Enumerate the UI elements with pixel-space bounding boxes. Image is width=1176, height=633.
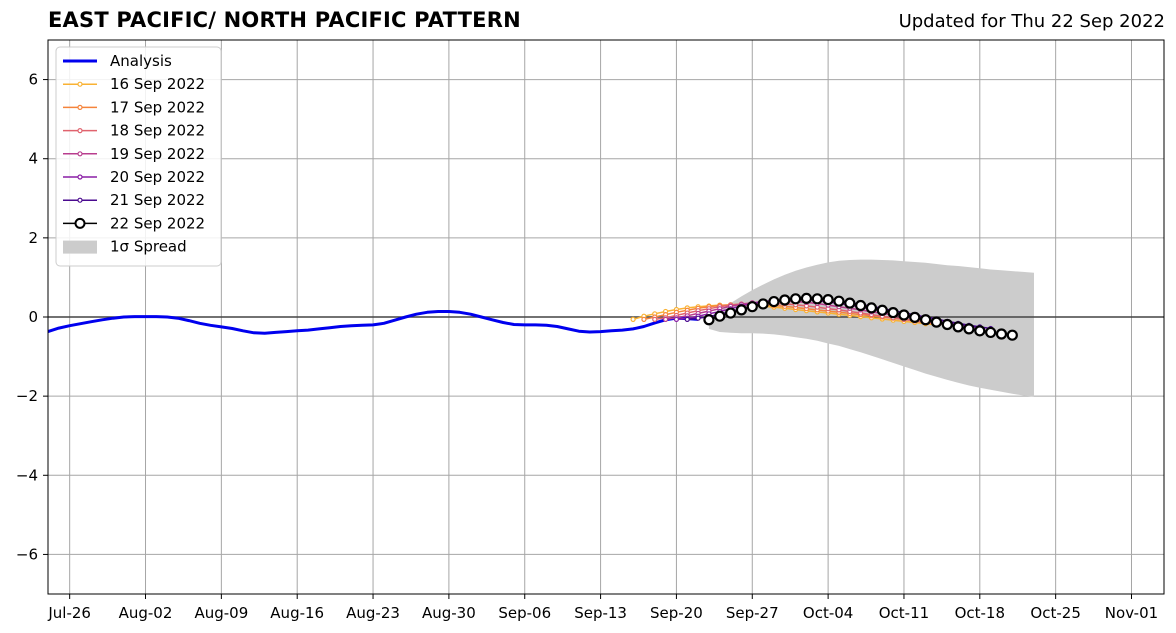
series-point bbox=[768, 295, 780, 308]
spread-band-layer bbox=[708, 259, 1034, 397]
legend-item: Analysis bbox=[63, 52, 172, 70]
legend-marker bbox=[77, 104, 83, 111]
legend-label: 19 Sep 2022 bbox=[110, 145, 205, 163]
legend-label: 18 Sep 2022 bbox=[110, 122, 205, 140]
series-point bbox=[725, 307, 737, 319]
series-layer bbox=[47, 292, 1018, 341]
legend-item: 17 Sep 2022 bbox=[63, 98, 205, 116]
updated-date: Updated for Thu 22 Sep 2022 bbox=[898, 11, 1165, 32]
series-point bbox=[844, 297, 856, 309]
x-tick-label: Sep-20 bbox=[650, 604, 703, 622]
x-tick-label: Sep-06 bbox=[498, 604, 551, 622]
y-tick-label: −4 bbox=[16, 466, 38, 484]
series-point bbox=[995, 328, 1008, 340]
series-point bbox=[909, 311, 921, 323]
series-point bbox=[822, 293, 834, 306]
series-point bbox=[630, 316, 636, 322]
series-point bbox=[779, 294, 791, 306]
y-tick-label: 6 bbox=[28, 71, 38, 89]
series-point bbox=[695, 315, 701, 321]
series-point bbox=[930, 316, 943, 328]
legend-swatch bbox=[63, 240, 97, 254]
series-point bbox=[887, 307, 899, 319]
series-point bbox=[1006, 329, 1018, 341]
series-point bbox=[800, 292, 813, 305]
legend-marker bbox=[77, 197, 83, 203]
legend-label: 16 Sep 2022 bbox=[110, 75, 205, 93]
legend-marker bbox=[77, 128, 83, 134]
chart-title: EAST PACIFIC/ NORTH PACIFIC PATTERN bbox=[48, 8, 521, 32]
series-point bbox=[963, 323, 975, 335]
series-analysis bbox=[47, 310, 699, 335]
y-tick-label: −6 bbox=[16, 545, 38, 563]
series-point bbox=[974, 325, 986, 337]
legend-item: 22 Sep 2022 bbox=[63, 214, 205, 232]
y-tick-label: −2 bbox=[16, 387, 38, 405]
series-point bbox=[662, 316, 669, 322]
legend-marker bbox=[77, 151, 83, 157]
legend-label: Analysis bbox=[110, 52, 172, 70]
legend-item: 1σ Spread bbox=[63, 238, 187, 256]
series-line bbox=[47, 310, 699, 335]
x-tick-label: Sep-27 bbox=[726, 604, 779, 622]
x-tick-label: Nov-01 bbox=[1105, 604, 1158, 622]
series-latest bbox=[703, 292, 1018, 341]
x-tick-label: Aug-16 bbox=[270, 604, 324, 622]
legend-box bbox=[55, 46, 222, 267]
legend: Analysis 16 Sep 2022 17 Sep 2022 18 Sep 202… bbox=[55, 46, 222, 267]
axis-ticks: Jul-26 Aug-02 Aug-09 Aug-16 Aug-23 Aug-30 Sep-… bbox=[16, 71, 1158, 622]
series-point bbox=[757, 298, 769, 310]
series-point bbox=[703, 314, 715, 326]
series-point bbox=[746, 301, 758, 313]
x-tick-label: Aug-30 bbox=[422, 604, 476, 622]
legend-label: 21 Sep 2022 bbox=[110, 191, 205, 209]
x-tick-label: Sep-13 bbox=[574, 604, 627, 622]
y-tick-label: 2 bbox=[28, 229, 38, 247]
series-point bbox=[684, 316, 690, 322]
legend-item: 18 Sep 2022 bbox=[63, 122, 205, 140]
legend-label: 17 Sep 2022 bbox=[110, 98, 205, 116]
series-point bbox=[811, 293, 823, 305]
series-point bbox=[941, 318, 953, 331]
series-point bbox=[876, 304, 888, 316]
x-tick-label: Oct-04 bbox=[803, 604, 853, 622]
x-tick-label: Aug-09 bbox=[194, 604, 248, 622]
y-tick-label: 4 bbox=[28, 150, 38, 168]
legend-marker bbox=[77, 81, 83, 87]
legend-item: 16 Sep 2022 bbox=[63, 75, 205, 93]
legend-marker bbox=[74, 217, 86, 229]
series-point bbox=[865, 302, 878, 314]
legend-label: 1σ Spread bbox=[110, 238, 187, 256]
legend-item: 19 Sep 2022 bbox=[63, 145, 205, 163]
legend-label: 22 Sep 2022 bbox=[110, 214, 205, 232]
series-point bbox=[735, 304, 748, 316]
x-tick-label: Oct-18 bbox=[955, 604, 1005, 622]
x-tick-label: Aug-23 bbox=[346, 604, 400, 622]
series-point bbox=[652, 316, 658, 322]
series-point bbox=[952, 321, 964, 333]
series-point bbox=[855, 299, 867, 312]
legend-item: 20 Sep 2022 bbox=[63, 168, 205, 186]
series-point bbox=[833, 295, 845, 307]
series-point bbox=[790, 293, 802, 305]
series-point bbox=[985, 326, 997, 339]
x-tick-label: Jul-26 bbox=[47, 604, 91, 622]
legend-marker bbox=[77, 174, 83, 180]
series-point bbox=[714, 310, 726, 322]
series-point bbox=[920, 314, 932, 326]
series-point bbox=[898, 309, 910, 321]
series-point bbox=[641, 316, 647, 322]
series-point bbox=[673, 316, 680, 322]
x-tick-label: Oct-11 bbox=[879, 604, 929, 622]
y-tick-label: 0 bbox=[28, 308, 38, 326]
x-tick-label: Aug-02 bbox=[119, 604, 173, 622]
spread-band bbox=[708, 259, 1034, 397]
x-tick-label: Oct-25 bbox=[1030, 604, 1080, 622]
legend-item: 21 Sep 2022 bbox=[63, 191, 205, 209]
legend-label: 20 Sep 2022 bbox=[110, 168, 205, 186]
